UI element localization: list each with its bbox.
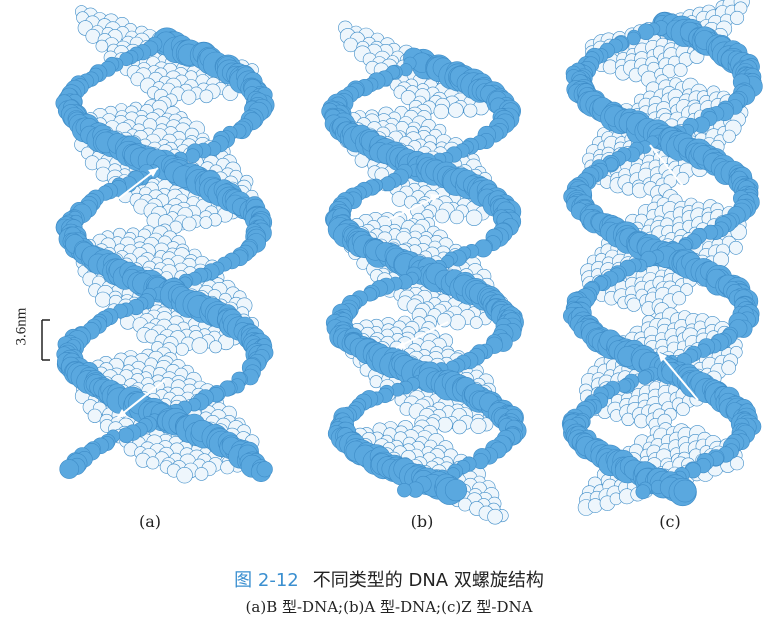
base-atom (673, 63, 688, 77)
base-atom (181, 89, 197, 105)
base-atom (470, 417, 487, 434)
base-atom (452, 419, 467, 435)
base-atom (199, 216, 213, 229)
arrowhead-upper-a (148, 168, 158, 177)
base-atom (626, 297, 641, 312)
base-atom (209, 340, 222, 354)
backbone-atom (637, 370, 652, 385)
base-atom (146, 456, 160, 470)
base-atom (721, 360, 737, 376)
backbone-atom (185, 148, 200, 163)
a-dna-model (321, 20, 527, 525)
b-dna-model (55, 5, 275, 484)
panel-label-b: (b) (410, 512, 434, 531)
scale-bar-label: 3.6nm (13, 307, 30, 346)
base-atom (449, 209, 464, 225)
backbone-atom (397, 483, 412, 498)
base-atom (176, 467, 193, 484)
base-atom (676, 171, 690, 186)
base-atom (448, 102, 464, 118)
backbone-atom (256, 461, 273, 478)
backbone-atom (59, 459, 79, 479)
backbone-atom (673, 479, 697, 503)
base-atom (463, 103, 478, 118)
backbone-atom (635, 484, 651, 500)
base-atom (434, 208, 450, 224)
base-atom (449, 314, 466, 331)
base-atom (220, 460, 235, 475)
base-atom (181, 216, 197, 232)
base-atom (194, 467, 209, 481)
base-atom (95, 39, 109, 53)
base-atom (175, 342, 189, 356)
base-atom (729, 240, 743, 255)
base-atom (487, 508, 503, 525)
base-atom (199, 89, 214, 104)
figure-title: 不同类型的 DNA 双螺旋结构 (312, 570, 544, 591)
base-atom (676, 402, 690, 417)
base-atom (722, 129, 736, 143)
base-atom (469, 316, 483, 329)
figure-number: 图 2-12 (234, 570, 299, 591)
z-dna-model (561, 0, 763, 516)
figure-caption: 图 2-12 不同类型的 DNA 双螺旋结构 (0, 566, 778, 592)
base-atom (730, 10, 745, 25)
figure-subcaption: (a)B 型-DNA;(b)A 型-DNA;(c)Z 型-DNA (245, 598, 533, 616)
arrow-lower-a (116, 379, 166, 419)
scale-bar (41, 319, 50, 361)
arrow-upper-a (109, 167, 159, 206)
base-atom (465, 209, 483, 227)
backbone-atom (444, 479, 468, 502)
base-atom (437, 416, 453, 433)
base-atom (191, 337, 209, 354)
panel-label-a: (a) (138, 512, 162, 531)
dna-models-illustration (41, 0, 763, 525)
panel-label-c: (c) (659, 512, 681, 531)
backbone-atom (380, 176, 396, 192)
base-atom (87, 408, 102, 423)
arrowhead-lower-a (117, 409, 127, 418)
base-atom (433, 103, 449, 120)
backbone-atom (118, 427, 134, 444)
base-atom (95, 291, 111, 308)
base-atom (672, 291, 687, 306)
